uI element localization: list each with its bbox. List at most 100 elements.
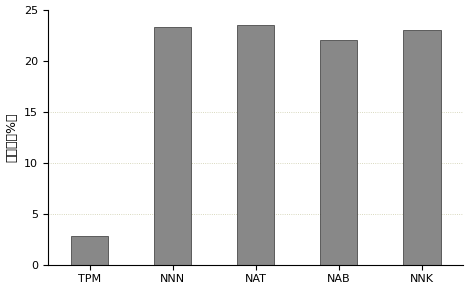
Point [400, 224, 408, 228]
Point [405, 118, 413, 122]
Point [431, 77, 439, 82]
Point [416, 86, 424, 90]
Point [421, 255, 429, 260]
Point [320, 70, 328, 75]
Point [244, 185, 252, 189]
Point [409, 114, 417, 118]
Point [326, 231, 334, 236]
Point [258, 166, 265, 170]
Point [238, 197, 246, 201]
Point [244, 135, 252, 139]
Point [243, 96, 250, 100]
Point [408, 112, 416, 117]
Point [321, 154, 328, 159]
Point [180, 104, 187, 109]
Point [257, 172, 265, 176]
Point [334, 128, 341, 132]
Point [401, 187, 409, 192]
Point [333, 66, 340, 71]
Point [409, 104, 417, 108]
Point [404, 219, 412, 224]
Point [402, 216, 409, 220]
Point [337, 94, 344, 98]
Point [68, 237, 76, 242]
Point [152, 213, 160, 218]
Point [403, 92, 411, 96]
Point [184, 148, 191, 153]
Point [157, 88, 164, 93]
Point [185, 79, 193, 83]
Point [259, 92, 267, 97]
Point [183, 211, 191, 216]
Point [343, 154, 350, 158]
Point [262, 154, 269, 159]
Point [407, 205, 415, 210]
Point [347, 54, 355, 59]
Point [154, 224, 162, 228]
Point [170, 108, 178, 113]
Point [253, 147, 261, 152]
Point [166, 40, 174, 44]
Point [234, 158, 241, 163]
Point [180, 29, 187, 34]
Point [256, 29, 264, 34]
Point [176, 76, 184, 81]
Point [406, 223, 413, 228]
Point [348, 50, 356, 54]
Point [348, 231, 355, 235]
Point [157, 61, 164, 66]
Point [436, 34, 443, 38]
Point [433, 130, 440, 135]
Point [164, 233, 171, 238]
Point [412, 150, 420, 155]
Point [188, 198, 195, 202]
Point [161, 107, 169, 111]
Point [250, 107, 257, 112]
Point [425, 59, 433, 64]
Point [172, 202, 179, 207]
Point [254, 214, 261, 218]
Point [179, 257, 186, 262]
Point [337, 142, 344, 146]
Point [244, 106, 251, 110]
Point [251, 174, 259, 178]
Point [158, 243, 166, 248]
Point [324, 116, 332, 121]
Point [101, 242, 108, 247]
Point [408, 128, 415, 132]
Point [333, 223, 340, 228]
Point [347, 162, 354, 167]
Point [153, 146, 161, 151]
Point [435, 187, 443, 191]
Point [180, 220, 187, 225]
Point [161, 122, 169, 127]
Point [408, 104, 416, 109]
Point [343, 47, 351, 52]
Point [338, 65, 345, 69]
Point [401, 132, 409, 136]
Point [76, 248, 83, 252]
Point [264, 209, 272, 214]
Point [407, 84, 415, 89]
Point [323, 203, 331, 207]
Point [151, 253, 159, 258]
Point [344, 171, 352, 176]
Point [334, 91, 342, 95]
Point [252, 132, 260, 136]
Point [269, 75, 277, 80]
Point [339, 209, 347, 213]
Point [321, 40, 328, 45]
Point [407, 241, 415, 245]
Point [400, 250, 408, 255]
Point [351, 227, 359, 232]
Point [401, 41, 409, 45]
Point [178, 52, 186, 57]
Point [413, 233, 420, 238]
Point [420, 130, 428, 134]
Point [254, 190, 262, 195]
Point [245, 65, 253, 70]
Point [236, 249, 244, 253]
Point [403, 209, 410, 214]
Point [160, 88, 168, 93]
Point [241, 195, 248, 199]
